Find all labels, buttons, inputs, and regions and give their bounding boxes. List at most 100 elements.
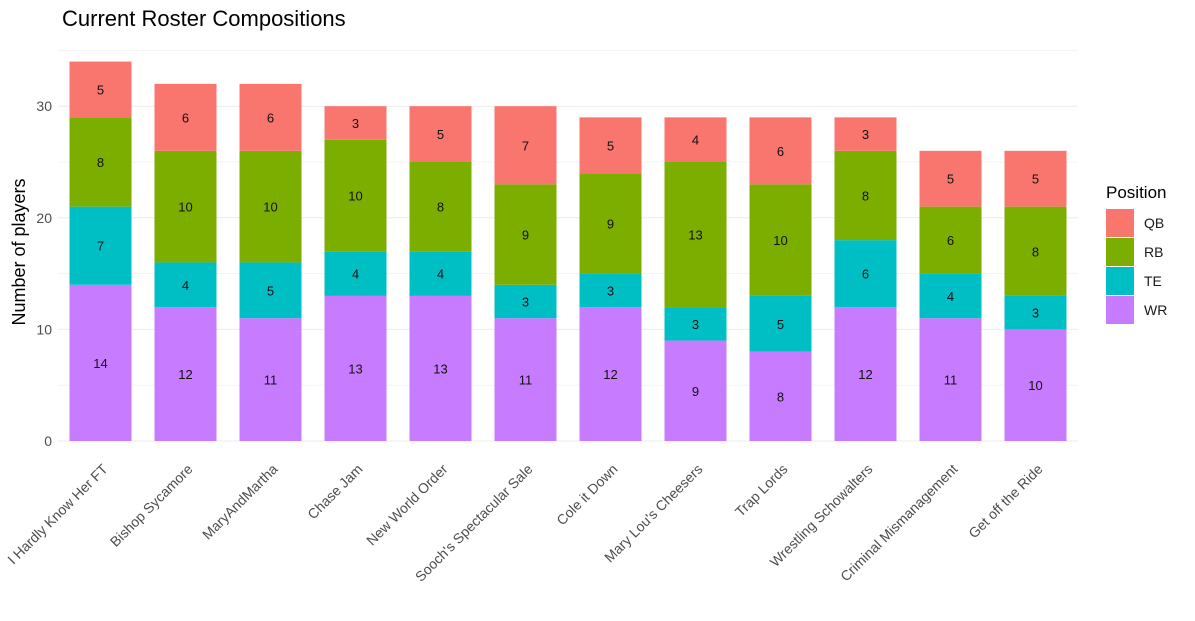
- bar-segment-te: [409, 251, 472, 296]
- bar-segment-qb: [324, 106, 387, 140]
- bar-value-label: 8: [862, 188, 869, 203]
- bar-value-label: 10: [178, 200, 192, 215]
- bar-segment-qb: [579, 117, 642, 174]
- bar-value-label: 8: [1032, 244, 1039, 259]
- bar-segment-wr: [834, 307, 897, 441]
- bar-value-label: 13: [348, 361, 362, 376]
- bar-segment-qb: [409, 106, 472, 162]
- bar-segment-qb: [749, 117, 812, 185]
- bar-value-label: 5: [947, 172, 954, 187]
- bar-segment-qb: [664, 117, 727, 162]
- bar-value-label: 3: [692, 317, 699, 332]
- x-tick-label: Cole it Down: [553, 461, 620, 528]
- bar-value-label: 10: [773, 233, 787, 248]
- x-tick-label: Chase Jam: [304, 461, 365, 522]
- bar-value-label: 10: [263, 200, 277, 215]
- bar-segment-qb: [154, 83, 217, 151]
- x-tick-label: New World Order: [363, 461, 451, 549]
- bar-value-label: 5: [777, 317, 784, 332]
- bar-value-label: 3: [1032, 306, 1039, 321]
- bar-value-label: 6: [267, 110, 274, 125]
- bars: [69, 61, 1067, 441]
- bar-segment-te: [69, 206, 132, 285]
- bar-segment-te: [1004, 295, 1067, 330]
- bar-segment-rb: [409, 162, 472, 252]
- legend-label: RB: [1144, 244, 1163, 260]
- bar-segment-qb: [239, 83, 302, 151]
- legend-swatch-te: [1106, 267, 1134, 295]
- bar-segment-rb: [1004, 206, 1067, 296]
- bar-value-label: 14: [93, 356, 107, 371]
- bar-value-label: 4: [437, 267, 444, 282]
- y-tick-label: 30: [36, 98, 52, 114]
- y-axis: 0 10 20 30: [36, 98, 52, 449]
- bar-value-label: 5: [97, 82, 104, 97]
- bar-segment-rb: [239, 150, 302, 263]
- bar-value-label: 4: [182, 278, 189, 293]
- bar-value-label: 13: [433, 361, 447, 376]
- bar-value-label: 9: [692, 384, 699, 399]
- bar-segment-te: [834, 240, 897, 308]
- bar-segment-te: [749, 295, 812, 352]
- bar-value-label: 3: [862, 127, 869, 142]
- bar-value-label: 9: [607, 216, 614, 231]
- bar-segment-rb: [579, 173, 642, 274]
- bar-value-label: 3: [352, 116, 359, 131]
- y-tick-label: 0: [44, 433, 52, 449]
- bar-segment-te: [664, 307, 727, 341]
- bar-value-label: 10: [1028, 378, 1042, 393]
- bar-segment-qb: [494, 106, 557, 185]
- legend-label: QB: [1144, 215, 1164, 231]
- x-tick-label: Get off the Ride: [965, 461, 1046, 542]
- bar-segment-wr: [749, 351, 812, 441]
- legend-label: WR: [1144, 302, 1167, 318]
- bar-segment-rb: [834, 150, 897, 241]
- bar-segment-te: [494, 284, 557, 319]
- legend-label: TE: [1144, 273, 1162, 289]
- bar-segment-wr: [409, 295, 472, 441]
- x-tick-label: Trap Lords: [732, 461, 791, 520]
- bar-value-label: 8: [777, 389, 784, 404]
- bar-segment-qb: [919, 150, 982, 207]
- legend: Position QB RB TE WR: [1106, 183, 1167, 324]
- y-tick-label: 10: [36, 321, 52, 337]
- bar-value-label: 11: [519, 373, 533, 388]
- bar-value-label: 6: [777, 144, 784, 159]
- bar-segment-wr: [69, 284, 132, 441]
- bar-value-label: 4: [352, 267, 359, 282]
- bar-value-label: 3: [522, 295, 529, 310]
- legend-title: Position: [1106, 183, 1166, 202]
- y-tick-label: 20: [36, 210, 52, 226]
- bar-value-label: 5: [437, 127, 444, 142]
- bar-segment-wr: [664, 340, 727, 441]
- x-tick-label: Bishop Sycamore: [107, 461, 196, 550]
- bar-segment-rb: [154, 150, 217, 263]
- bar-value-label: 13: [688, 228, 702, 243]
- bar-value-label: 5: [1032, 172, 1039, 187]
- bar-value-label: 6: [947, 233, 954, 248]
- x-tick-label: MaryAndMartha: [199, 461, 281, 543]
- bar-value-label: 5: [607, 138, 614, 153]
- bar-segment-rb: [749, 184, 812, 296]
- grid-lines: [58, 49, 1078, 442]
- bar-segment-rb: [919, 206, 982, 274]
- bar-value-label: 8: [97, 155, 104, 170]
- y-axis-title: Number of players: [9, 178, 29, 325]
- bar-segment-wr: [919, 318, 982, 441]
- bar-value-label: 9: [522, 228, 529, 243]
- bar-segment-wr: [324, 295, 387, 441]
- bar-segment-te: [579, 273, 642, 308]
- bar-value-label: 12: [603, 367, 617, 382]
- bar-value-label: 12: [178, 367, 192, 382]
- bar-segment-rb: [664, 162, 727, 308]
- bar-segment-te: [919, 273, 982, 319]
- bar-value-label: 10: [348, 188, 362, 203]
- bar-segment-te: [239, 262, 302, 319]
- bar-value-label: 5: [267, 283, 274, 298]
- x-tick-label: I Hardly Know Her FT: [4, 460, 111, 567]
- segment-labels: 14 7 8 5 12 4 10 6 11 5 10 6 13 4 10 3 13 4 8 5 11 3 9 7 12 3 9 5 9 3…: [93, 82, 1042, 404]
- x-tick-label: Mary Lou's Cheesers: [601, 461, 706, 566]
- bar-segment-qb: [834, 117, 897, 151]
- bar-value-label: 11: [264, 373, 278, 388]
- chart-title: Current Roster Compositions: [62, 6, 346, 31]
